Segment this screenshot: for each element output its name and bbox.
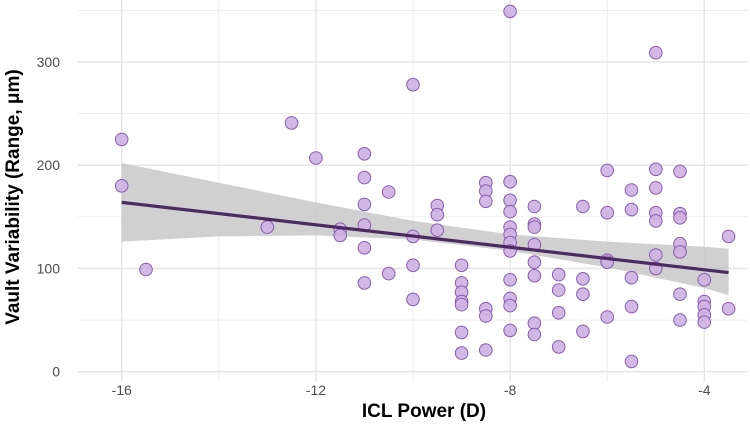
- data-point: [624, 354, 639, 369]
- y-tick-label: 100: [37, 260, 61, 276]
- data-point: [260, 220, 275, 234]
- data-point: [673, 287, 687, 302]
- data-point: [649, 45, 663, 60]
- data-point: [600, 205, 615, 220]
- data-point: [673, 245, 687, 259]
- data-point: [527, 255, 542, 270]
- data-point: [454, 297, 469, 312]
- data-point: [649, 181, 663, 195]
- x-tick-label: -12: [306, 382, 326, 398]
- data-point: [503, 273, 517, 287]
- data-point: [357, 241, 372, 255]
- data-point: [673, 211, 687, 225]
- data-point: [114, 179, 129, 193]
- data-point: [527, 199, 542, 214]
- y-tick-label: 0: [52, 364, 60, 380]
- data-point: [406, 258, 420, 273]
- data-point: [673, 164, 687, 179]
- data-point: [430, 223, 445, 237]
- data-point: [649, 248, 663, 262]
- data-point: [697, 315, 712, 329]
- data-point: [600, 163, 615, 178]
- data-point: [576, 199, 590, 214]
- data-point: [624, 183, 639, 197]
- data-point: [576, 324, 590, 339]
- data-point: [503, 4, 517, 19]
- x-tick-labels: -16 -12 -8 -4: [112, 382, 711, 398]
- y-tick-label: 200: [37, 157, 61, 173]
- data-point: [527, 220, 542, 234]
- data-point: [357, 276, 372, 290]
- x-tick-label: -8: [504, 382, 517, 398]
- data-point: [527, 327, 542, 342]
- data-point: [406, 77, 420, 92]
- data-point: [649, 214, 663, 228]
- data-point: [479, 343, 493, 357]
- data-point: [454, 258, 469, 273]
- data-point: [624, 299, 639, 314]
- data-point: [454, 346, 469, 360]
- data-point: [139, 262, 153, 277]
- x-tick-label: -4: [698, 382, 711, 398]
- data-point: [551, 306, 566, 320]
- data-point: [503, 298, 517, 313]
- data-point: [479, 194, 493, 209]
- y-tick-labels: 0 100 200 300: [37, 54, 61, 380]
- x-axis-title: ICL Power (D): [362, 401, 486, 422]
- confidence-band: [121, 163, 729, 296]
- data-point: [551, 267, 566, 282]
- data-point: [381, 185, 396, 199]
- regression-line: [121, 200, 729, 275]
- data-point: [284, 116, 299, 130]
- fit-line-layer: [121, 200, 729, 275]
- data-point: [503, 193, 517, 208]
- data-point: [649, 162, 663, 177]
- data-point: [357, 170, 372, 185]
- data-point: [479, 309, 493, 323]
- data-point: [576, 272, 590, 286]
- y-axis-title: Vault Variability (Range, μm): [3, 69, 24, 325]
- data-point: [430, 207, 445, 222]
- data-point: [503, 323, 517, 338]
- data-point: [721, 229, 736, 244]
- data-point: [357, 197, 372, 212]
- data-point: [454, 325, 469, 340]
- data-point: [503, 174, 517, 189]
- data-point: [527, 268, 542, 283]
- data-point: [576, 287, 590, 302]
- data-point: [697, 273, 712, 287]
- x-tick-label: -16: [112, 382, 132, 398]
- data-point: [333, 228, 348, 243]
- data-point: [503, 204, 517, 219]
- data-point: [381, 266, 396, 281]
- confidence-band-layer: [121, 163, 729, 296]
- data-point: [624, 270, 639, 285]
- data-point: [406, 292, 420, 307]
- data-point: [600, 310, 615, 324]
- data-point: [721, 301, 736, 316]
- data-point: [527, 316, 542, 331]
- data-point: [551, 283, 566, 297]
- data-point: [673, 313, 687, 327]
- data-point: [114, 132, 129, 147]
- data-point: [309, 151, 323, 165]
- y-tick-label: 300: [37, 54, 61, 70]
- data-point: [624, 202, 639, 217]
- data-point: [357, 147, 372, 161]
- data-point: [551, 340, 566, 354]
